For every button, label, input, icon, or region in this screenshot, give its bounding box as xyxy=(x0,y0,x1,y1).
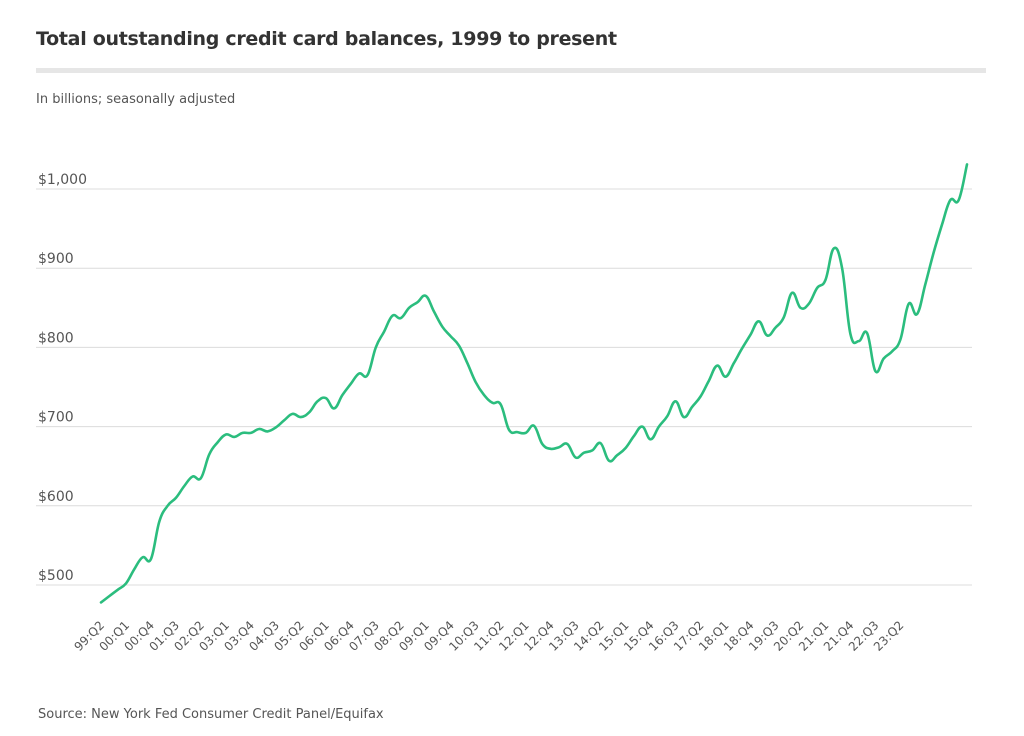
source-note: Source: New York Fed Consumer Credit Pan… xyxy=(38,707,384,722)
x-axis-ticks: 99:Q200:Q100:Q401:Q302:Q203:Q103:Q404:Q3… xyxy=(71,618,906,654)
title-divider xyxy=(36,68,986,73)
y-tick-label: $800 xyxy=(38,330,74,346)
series-line-credit-card-balances xyxy=(99,163,969,604)
y-tick-label: $1,000 xyxy=(38,172,87,188)
y-tick-label: $900 xyxy=(38,251,74,267)
y-tick-label: $500 xyxy=(38,568,74,584)
y-axis-ticks: $500 $600 $700 $800 $900 $1,000 xyxy=(38,172,87,584)
series-group xyxy=(99,163,969,604)
chart-title: Total outstanding credit card balances, … xyxy=(36,28,617,50)
y-tick-label: $700 xyxy=(38,410,74,426)
chart-subtitle: In billions; seasonally adjusted xyxy=(36,92,236,107)
gridlines xyxy=(36,188,972,586)
y-tick-label: $600 xyxy=(38,489,74,505)
